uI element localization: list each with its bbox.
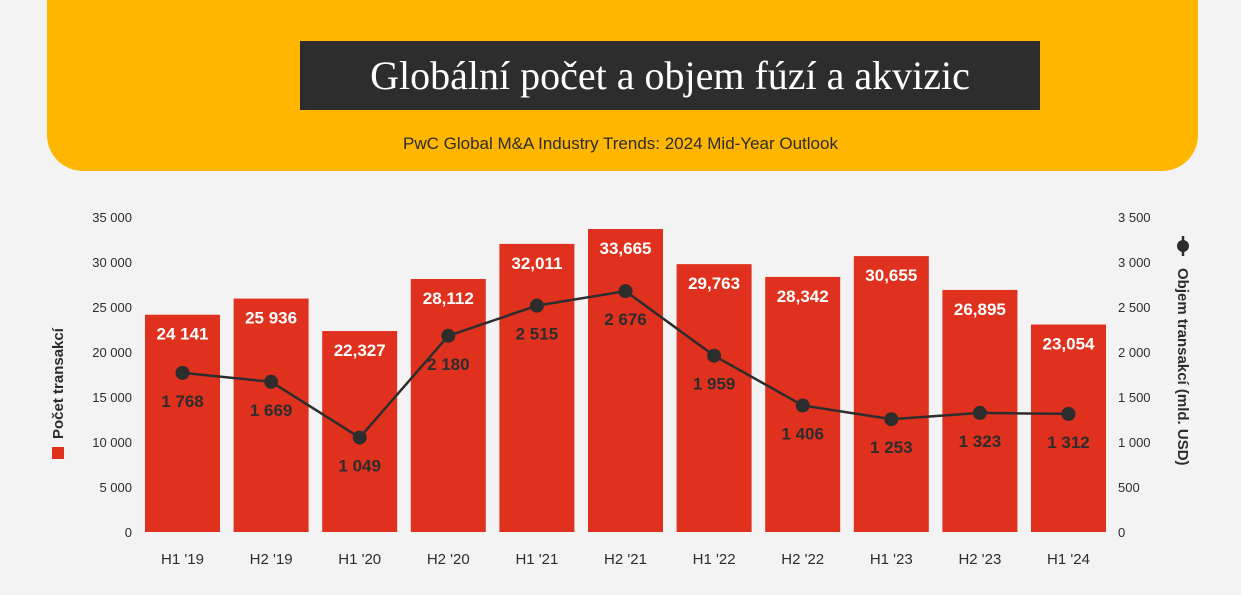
line-series bbox=[175, 284, 1076, 445]
bar-value-label: 29,763 bbox=[688, 274, 740, 293]
bar-value-label: 30,655 bbox=[865, 266, 917, 285]
y-tick-label: 5 000 bbox=[99, 480, 132, 495]
bar-value-label: 25 936 bbox=[245, 309, 297, 328]
y-tick-label: 35 000 bbox=[92, 210, 132, 225]
line-value-label: 1 049 bbox=[338, 457, 381, 476]
y2-tick-label: 2 000 bbox=[1118, 345, 1151, 360]
category-label: H2 '20 bbox=[427, 551, 470, 568]
category-label: H1 '22 bbox=[693, 551, 736, 568]
line-point bbox=[795, 398, 810, 413]
line-point bbox=[264, 374, 279, 389]
left-axis-title: Počet transakcí bbox=[50, 327, 67, 439]
bar-value-label: 23,054 bbox=[1043, 335, 1096, 354]
line-point bbox=[529, 298, 544, 313]
y2-tick-label: 3 500 bbox=[1118, 210, 1151, 225]
line-point bbox=[1061, 406, 1076, 421]
line-value-label: 1 669 bbox=[250, 401, 293, 420]
line-point bbox=[175, 365, 190, 380]
y-tick-label: 20 000 bbox=[92, 345, 132, 360]
bar bbox=[588, 229, 663, 532]
line-value-label: 1 253 bbox=[870, 438, 913, 457]
line-point bbox=[352, 430, 367, 445]
y-tick-label: 0 bbox=[125, 525, 132, 540]
bar bbox=[499, 243, 575, 532]
y-tick-label: 30 000 bbox=[92, 255, 132, 270]
line-value-label: 1 312 bbox=[1047, 433, 1090, 452]
bar bbox=[676, 264, 752, 532]
left-axis-title-group: Počet transakcí bbox=[50, 327, 67, 459]
line-value-label: 1 959 bbox=[693, 375, 736, 394]
bar-value-label: 28,112 bbox=[423, 289, 474, 308]
y2-tick-label: 0 bbox=[1118, 525, 1125, 540]
bar bbox=[1031, 324, 1106, 532]
bar bbox=[145, 314, 220, 532]
bar-labels: 24 141 25 936 22,327 28,112 32,011 33,665 29,7… bbox=[157, 239, 1096, 360]
line-labels: 1 768 1 669 1 049 2 180 2 515 2 676 1 959 1 406… bbox=[161, 310, 1090, 475]
page-subtitle: PwC Global M&A Industry Trends: 2024 Mid… bbox=[403, 134, 838, 153]
category-labels: H1 '19 H2 '19 H1 '20 H2 '20 H1 '21 H2 '21 H1 '… bbox=[161, 551, 1090, 568]
line-point bbox=[707, 348, 722, 363]
category-label: H1 '21 bbox=[515, 551, 558, 568]
header-banner: Globální počet a objem fúzí a akvizic bbox=[47, 0, 1198, 171]
bar bbox=[853, 256, 929, 532]
bar-value-label: 28,342 bbox=[777, 287, 829, 306]
line-value-label: 1 323 bbox=[959, 432, 1002, 451]
right-axis-ticks: 0 500 1 000 1 500 2 000 2 500 3 000 3 500 bbox=[1118, 210, 1151, 540]
category-label: H1 '23 bbox=[870, 551, 913, 568]
y2-tick-label: 3 000 bbox=[1118, 255, 1151, 270]
category-label: H2 '22 bbox=[781, 551, 824, 568]
y2-tick-label: 500 bbox=[1118, 480, 1140, 495]
bars bbox=[145, 229, 1106, 532]
bar-value-label: 24 141 bbox=[157, 325, 209, 344]
y-tick-label: 15 000 bbox=[92, 390, 132, 405]
category-label: H2 '23 bbox=[958, 551, 1001, 568]
bar bbox=[233, 298, 309, 532]
category-label: H1 '20 bbox=[338, 551, 381, 568]
right-axis-title: Objem transakcí (mld. USD) bbox=[1174, 268, 1191, 466]
bar-value-label: 33,665 bbox=[600, 239, 652, 258]
y2-tick-label: 1 000 bbox=[1118, 435, 1151, 450]
bar-value-label: 32,011 bbox=[511, 254, 562, 273]
line-value-label: 2 180 bbox=[427, 355, 470, 374]
line-point bbox=[884, 412, 899, 427]
y-tick-label: 10 000 bbox=[92, 435, 132, 450]
category-label: H2 '19 bbox=[250, 551, 293, 568]
line-point bbox=[618, 284, 633, 299]
line-point bbox=[441, 328, 456, 343]
line-value-label: 1 406 bbox=[781, 424, 824, 443]
right-axis-title-group: Objem transakcí (mld. USD) bbox=[1174, 236, 1191, 466]
category-label: H1 '19 bbox=[161, 551, 204, 568]
left-axis-ticks: 0 5 000 10 000 15 000 20 000 25 000 30 000 35 0… bbox=[92, 210, 132, 540]
line-value-label: 2 515 bbox=[516, 325, 559, 344]
page-title: Globální počet a objem fúzí a akvizic bbox=[370, 53, 970, 98]
line-value-label: 2 676 bbox=[604, 310, 647, 329]
category-label: H1 '24 bbox=[1047, 551, 1090, 568]
line-value-label: 1 768 bbox=[161, 392, 204, 411]
y2-tick-label: 1 500 bbox=[1118, 390, 1151, 405]
bar bbox=[410, 278, 486, 532]
y2-tick-label: 2 500 bbox=[1118, 300, 1151, 315]
bar-value-label: 26,895 bbox=[954, 300, 1006, 319]
category-label: H2 '21 bbox=[604, 551, 647, 568]
line-point bbox=[972, 405, 987, 420]
y-tick-label: 25 000 bbox=[92, 300, 132, 315]
title-box: Globální počet a objem fúzí a akvizic bbox=[300, 41, 1040, 110]
bar-legend-marker bbox=[52, 447, 64, 459]
line-legend-marker-dot bbox=[1177, 240, 1189, 252]
bar-value-label: 22,327 bbox=[334, 341, 386, 360]
